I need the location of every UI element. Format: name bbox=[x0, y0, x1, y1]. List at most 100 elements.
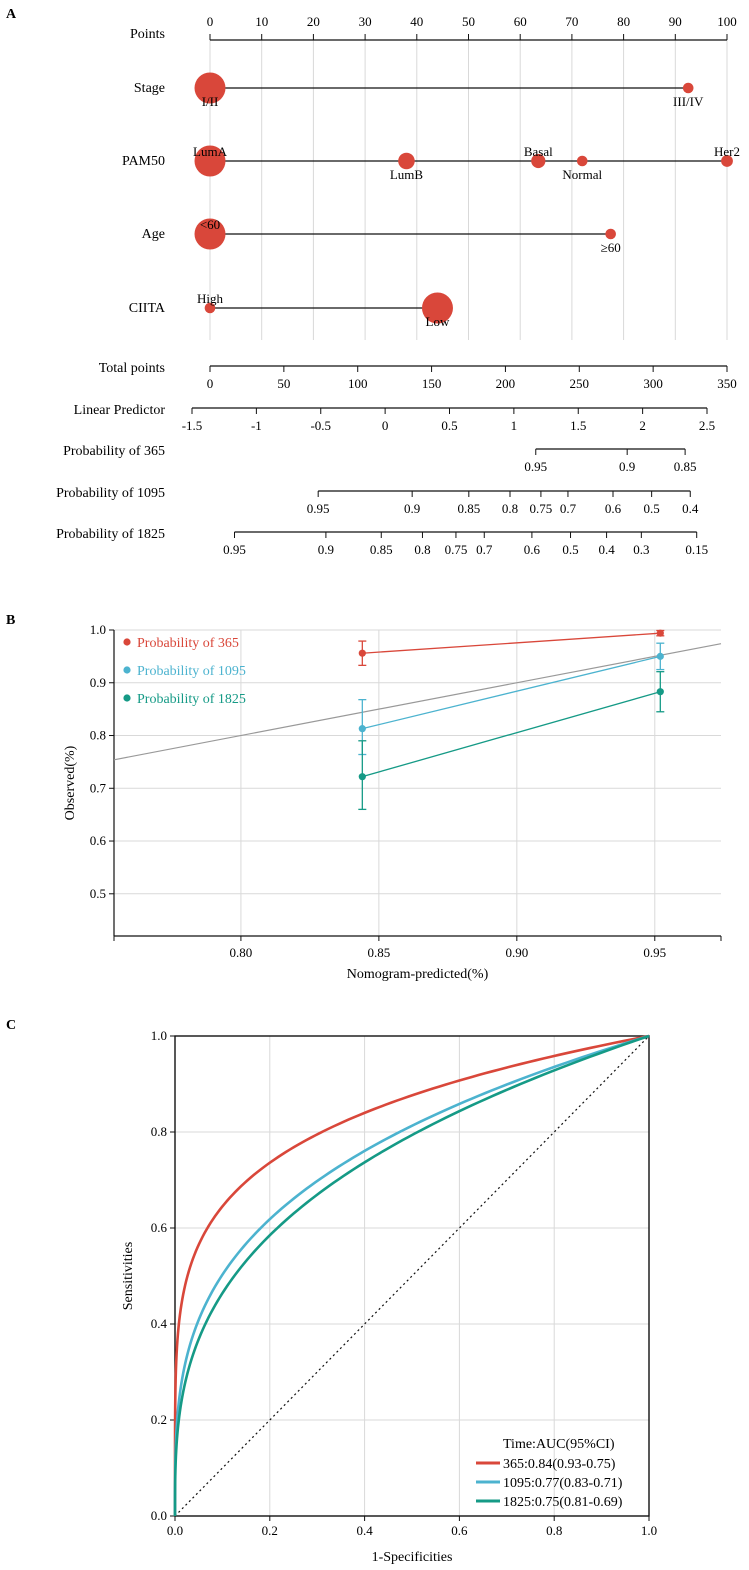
variable-label: Age bbox=[142, 227, 165, 242]
level-point bbox=[721, 155, 733, 167]
y-tick-label: 0.2 bbox=[151, 1412, 167, 1427]
legend-label: 1825:0.75(0.81-0.69) bbox=[503, 1495, 623, 1510]
points-tick-label: 50 bbox=[462, 14, 475, 29]
points-tick-label: 30 bbox=[359, 14, 372, 29]
calibration-point bbox=[656, 688, 664, 696]
points-tick-label: 20 bbox=[307, 14, 320, 29]
level-point bbox=[194, 72, 226, 104]
calibration-point bbox=[656, 652, 664, 660]
total-points-tick-label: 300 bbox=[643, 376, 663, 391]
probability-tick-label: 0.4 bbox=[598, 542, 615, 557]
total-points-tick-label: 200 bbox=[496, 376, 516, 391]
y-axis-title: Sensitivities bbox=[121, 1242, 136, 1310]
level-label: LumA bbox=[193, 144, 228, 159]
probability-tick-label: 0.15 bbox=[685, 542, 708, 557]
points-tick-label: 0 bbox=[207, 14, 214, 29]
points-tick-label: 90 bbox=[669, 14, 682, 29]
probability-tick-label: 0.6 bbox=[605, 501, 622, 516]
calibration-point bbox=[358, 773, 366, 781]
probability-tick-label: 0.5 bbox=[644, 501, 660, 516]
total-points-tick-label: 50 bbox=[277, 376, 290, 391]
probability-tick-label: 0.95 bbox=[524, 459, 547, 474]
total-points-tick-label: 250 bbox=[570, 376, 590, 391]
y-tick-label: 1.0 bbox=[151, 1028, 167, 1043]
level-point bbox=[576, 155, 588, 167]
calibration-line bbox=[362, 655, 661, 730]
legend-marker bbox=[123, 638, 131, 646]
level-label: <60 bbox=[200, 217, 220, 232]
probability-tick-label: 0.75 bbox=[530, 501, 553, 516]
legend-label: 365:0.84(0.93-0.75) bbox=[503, 1457, 616, 1472]
variable-label: PAM50 bbox=[122, 154, 165, 169]
level-label: Normal bbox=[562, 167, 602, 182]
linear-predictor-tick-label: 0.5 bbox=[441, 418, 457, 433]
variable-label: CIITA bbox=[129, 301, 166, 316]
y-tick-label: 0.6 bbox=[151, 1220, 168, 1235]
level-point bbox=[605, 228, 616, 240]
level-point bbox=[204, 302, 216, 314]
roc-curve bbox=[173, 1034, 650, 1517]
y-tick-label: 0.7 bbox=[90, 780, 107, 795]
x-tick-label: 0.95 bbox=[643, 945, 666, 960]
legend-title: Time:AUC(95%CI) bbox=[503, 1437, 615, 1452]
probability-tick-label: 0.7 bbox=[560, 501, 577, 516]
legend-marker bbox=[123, 666, 131, 674]
points-tick-label: 60 bbox=[514, 14, 527, 29]
level-label: LumB bbox=[390, 167, 424, 182]
probability-tick-label: 0.8 bbox=[414, 542, 430, 557]
level-label: III/IV bbox=[673, 94, 704, 109]
x-tick-label: 0.0 bbox=[167, 1523, 183, 1538]
x-tick-label: 0.85 bbox=[367, 945, 390, 960]
points-tick-label: 100 bbox=[717, 14, 737, 29]
x-tick-label: 1.0 bbox=[641, 1523, 657, 1538]
total-points-tick-label: 100 bbox=[348, 376, 368, 391]
level-point bbox=[531, 153, 546, 169]
y-tick-label: 0.5 bbox=[90, 886, 106, 901]
level-label: High bbox=[197, 291, 224, 306]
y-tick-label: 1.0 bbox=[90, 622, 106, 637]
total-points-tick-label: 350 bbox=[717, 376, 737, 391]
linear-predictor-tick-label: 2 bbox=[639, 418, 646, 433]
probability-tick-label: 0.95 bbox=[223, 542, 246, 557]
y-axis-title: Observed(%) bbox=[63, 745, 78, 820]
roc-panel: C 0.0 0.2 0.4 0.6 0.8 1.0 0.0 0.2 0.4 0.6 0.8 1.0 1-S… bbox=[6, 1018, 657, 1565]
probability-tick-label: 0.9 bbox=[318, 542, 334, 557]
x-tick-label: 0.80 bbox=[230, 945, 253, 960]
panel-label: A bbox=[6, 7, 17, 22]
level-point bbox=[421, 292, 453, 324]
roc-curve bbox=[173, 1034, 650, 1517]
points-tick-label: 70 bbox=[565, 14, 578, 29]
level-label: Basal bbox=[524, 144, 553, 159]
linear-predictor-tick-label: -0.5 bbox=[310, 418, 331, 433]
linear-predictor-tick-label: 2.5 bbox=[699, 418, 715, 433]
probability-tick-label: 0.85 bbox=[370, 542, 393, 557]
level-label: I/II bbox=[202, 94, 219, 109]
level-point bbox=[194, 218, 226, 250]
probability-tick-label: 0.6 bbox=[524, 542, 541, 557]
points-tick-label: 80 bbox=[617, 14, 630, 29]
x-tick-label: 0.90 bbox=[505, 945, 528, 960]
probability-scale-label: Probability of 1095 bbox=[56, 486, 165, 501]
plot-frame bbox=[174, 1035, 650, 1517]
y-tick-label: 0.6 bbox=[90, 833, 107, 848]
calibration-line bbox=[362, 632, 661, 654]
calibration-panel: B 0.80 0.85 0.90 0.95 0.5 0.6 0.7 0.8 0.9 1.0 Nomog… bbox=[6, 613, 722, 982]
x-tick-label: 0.2 bbox=[262, 1523, 278, 1538]
probability-tick-label: 0.95 bbox=[307, 501, 330, 516]
panel-label: B bbox=[6, 613, 15, 628]
legend-label: Probability of 1095 bbox=[137, 664, 246, 679]
level-label: ≥60 bbox=[601, 240, 621, 255]
level-point bbox=[194, 145, 226, 177]
probability-tick-label: 0.4 bbox=[682, 501, 699, 516]
level-point bbox=[682, 82, 694, 94]
calibration-point bbox=[358, 649, 366, 657]
total-points-label: Total points bbox=[99, 361, 165, 376]
probability-scale-label: Probability of 1825 bbox=[56, 527, 165, 542]
x-axis-title: 1-Specificities bbox=[372, 1550, 453, 1565]
total-points-tick-label: 0 bbox=[207, 376, 214, 391]
linear-predictor-tick-label: -1.5 bbox=[182, 418, 203, 433]
level-label: Her2 bbox=[714, 144, 740, 159]
level-label: Low bbox=[426, 314, 450, 329]
